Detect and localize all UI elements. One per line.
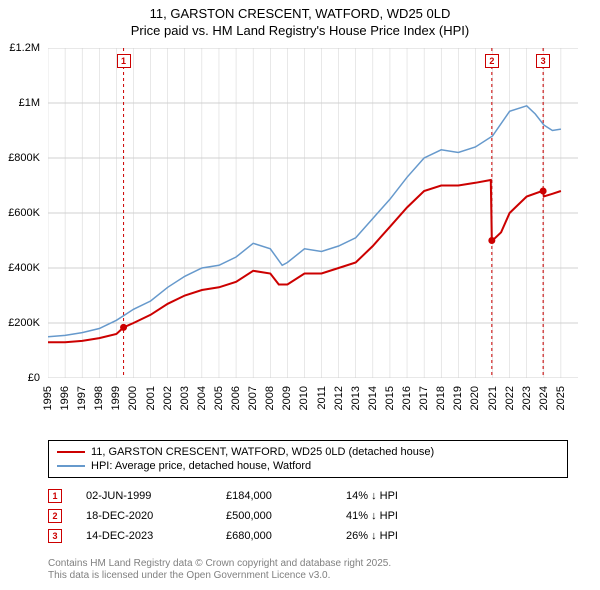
x-label: 2021 — [487, 386, 499, 410]
y-label: £800K — [8, 152, 40, 164]
legend-swatch-price — [57, 451, 85, 453]
x-label: 2000 — [127, 386, 139, 410]
x-label: 2014 — [367, 386, 379, 410]
legend-row-hpi: HPI: Average price, detached house, Watf… — [57, 459, 559, 473]
transaction-row-marker: 1 — [48, 489, 62, 503]
x-label: 1998 — [93, 386, 105, 410]
x-label: 2023 — [521, 386, 533, 410]
legend-label-price: 11, GARSTON CRESCENT, WATFORD, WD25 0LD … — [91, 446, 434, 458]
footer-line2: This data is licensed under the Open Gov… — [48, 570, 568, 582]
x-label: 2022 — [504, 386, 516, 410]
x-label: 2004 — [196, 386, 208, 410]
transaction-marker-3: 3 — [536, 54, 550, 68]
transaction-price: £500,000 — [226, 510, 346, 522]
x-label: 2015 — [384, 386, 396, 410]
x-label: 2018 — [435, 386, 447, 410]
x-label: 1999 — [110, 386, 122, 410]
x-label: 2009 — [281, 386, 293, 410]
transaction-diff: 14% ↓ HPI — [346, 490, 466, 502]
x-label: 1997 — [76, 386, 88, 410]
x-label: 2025 — [555, 386, 567, 410]
footer: Contains HM Land Registry data © Crown c… — [48, 558, 568, 582]
x-label: 2001 — [145, 386, 157, 410]
x-label: 2012 — [333, 386, 345, 410]
x-label: 1995 — [42, 386, 54, 410]
x-label: 2006 — [230, 386, 242, 410]
transaction-marker-2: 2 — [485, 54, 499, 68]
legend-swatch-hpi — [57, 465, 85, 467]
transaction-date: 02-JUN-1999 — [86, 490, 226, 502]
x-label: 2005 — [213, 386, 225, 410]
x-label: 2024 — [538, 386, 550, 410]
x-label: 2020 — [469, 386, 481, 410]
title-block: 11, GARSTON CRESCENT, WATFORD, WD25 0LD … — [0, 0, 600, 40]
transaction-price: £680,000 — [226, 530, 346, 542]
x-label: 2008 — [264, 386, 276, 410]
transaction-marker-1: 1 — [117, 54, 131, 68]
x-axis-labels: 1995199619971998199920002001200220032004… — [48, 382, 578, 442]
transaction-row-marker: 3 — [48, 529, 62, 543]
y-axis-labels: £0£200K£400K£600K£800K£1M£1.2M — [0, 48, 44, 378]
transaction-table: 1 02-JUN-1999 £184,000 14% ↓ HPI 2 18-DE… — [48, 486, 568, 546]
chart-area: 1 2 3 — [48, 48, 578, 378]
transaction-date: 14-DEC-2023 — [86, 530, 226, 542]
transaction-row: 3 14-DEC-2023 £680,000 26% ↓ HPI — [48, 526, 568, 546]
x-label: 2017 — [418, 386, 430, 410]
transaction-date: 18-DEC-2020 — [86, 510, 226, 522]
legend-label-hpi: HPI: Average price, detached house, Watf… — [91, 460, 311, 472]
transaction-price: £184,000 — [226, 490, 346, 502]
y-label: £400K — [8, 262, 40, 274]
x-label: 1996 — [59, 386, 71, 410]
legend: 11, GARSTON CRESCENT, WATFORD, WD25 0LD … — [48, 440, 568, 478]
x-label: 2016 — [401, 386, 413, 410]
y-label: £600K — [8, 207, 40, 219]
transaction-diff: 26% ↓ HPI — [346, 530, 466, 542]
x-label: 2011 — [316, 386, 328, 410]
x-label: 2013 — [350, 386, 362, 410]
y-label: £200K — [8, 317, 40, 329]
transaction-diff: 41% ↓ HPI — [346, 510, 466, 522]
transaction-row-marker: 2 — [48, 509, 62, 523]
footer-line1: Contains HM Land Registry data © Crown c… — [48, 558, 568, 570]
x-label: 2010 — [298, 386, 310, 410]
chart-container: 11, GARSTON CRESCENT, WATFORD, WD25 0LD … — [0, 0, 600, 590]
transaction-row: 1 02-JUN-1999 £184,000 14% ↓ HPI — [48, 486, 568, 506]
legend-row-price: 11, GARSTON CRESCENT, WATFORD, WD25 0LD … — [57, 445, 559, 459]
title-line2: Price paid vs. HM Land Registry's House … — [0, 23, 600, 40]
title-line1: 11, GARSTON CRESCENT, WATFORD, WD25 0LD — [0, 6, 600, 23]
x-label: 2002 — [162, 386, 174, 410]
y-label: £1.2M — [9, 42, 40, 54]
x-label: 2019 — [452, 386, 464, 410]
y-label: £1M — [19, 97, 40, 109]
chart-svg — [48, 48, 578, 378]
x-label: 2007 — [247, 386, 259, 410]
y-label: £0 — [28, 372, 40, 384]
transaction-row: 2 18-DEC-2020 £500,000 41% ↓ HPI — [48, 506, 568, 526]
x-label: 2003 — [179, 386, 191, 410]
